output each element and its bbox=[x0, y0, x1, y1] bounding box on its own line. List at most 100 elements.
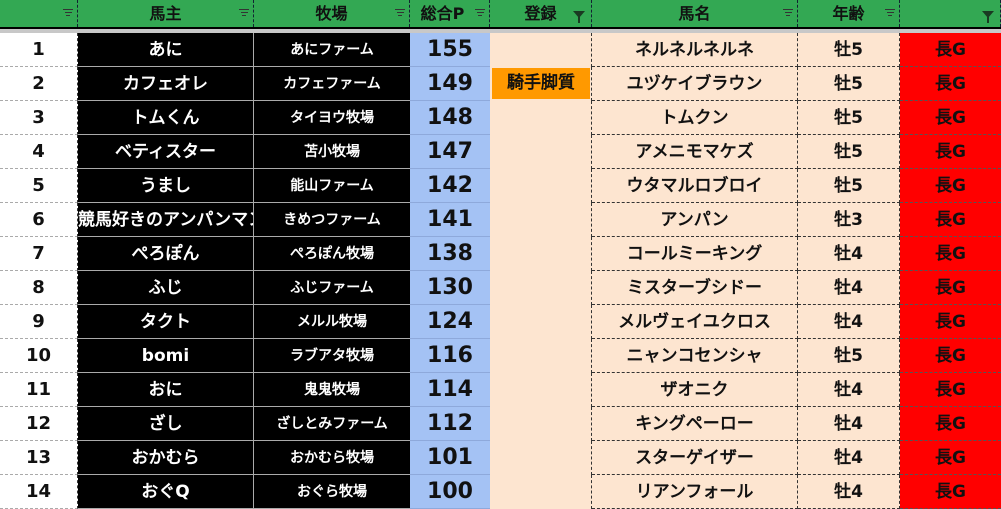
cell-farm[interactable]: あにファーム bbox=[254, 33, 410, 67]
cell-distance[interactable]: 長G bbox=[900, 135, 1001, 169]
cell-rank[interactable]: 3 bbox=[0, 101, 78, 135]
cell-horse-name[interactable]: ザオニク bbox=[592, 373, 798, 407]
cell-distance[interactable]: 長G bbox=[900, 407, 1001, 441]
cell-points[interactable]: 138 bbox=[410, 237, 490, 271]
cell-farm[interactable]: ぺろぽん牧場 bbox=[254, 237, 410, 271]
cell-distance[interactable]: 長G bbox=[900, 339, 1001, 373]
cell-age[interactable]: 牡4 bbox=[798, 305, 900, 339]
cell-age[interactable]: 牡5 bbox=[798, 33, 900, 67]
cell-age[interactable]: 牡4 bbox=[798, 237, 900, 271]
cell-farm[interactable]: メルル牧場 bbox=[254, 305, 410, 339]
cell-owner[interactable]: おかむら bbox=[78, 441, 254, 475]
cell-rank[interactable]: 11 bbox=[0, 373, 78, 407]
cell-owner[interactable]: おぐQ bbox=[78, 475, 254, 509]
cell-points[interactable]: 142 bbox=[410, 169, 490, 203]
cell-farm[interactable]: 苫小牧場 bbox=[254, 135, 410, 169]
cell-age[interactable]: 牡4 bbox=[798, 441, 900, 475]
cell-registration[interactable] bbox=[490, 475, 592, 509]
cell-distance[interactable]: 長G bbox=[900, 373, 1001, 407]
filter-dropdown-icon[interactable] bbox=[63, 9, 73, 17]
cell-farm[interactable]: きめつファーム bbox=[254, 203, 410, 237]
cell-distance[interactable]: 長G bbox=[900, 237, 1001, 271]
cell-points[interactable]: 141 bbox=[410, 203, 490, 237]
cell-registration[interactable] bbox=[490, 203, 592, 237]
cell-distance[interactable]: 長G bbox=[900, 305, 1001, 339]
cell-age[interactable]: 牡4 bbox=[798, 475, 900, 509]
cell-points[interactable]: 100 bbox=[410, 475, 490, 509]
cell-rank[interactable]: 14 bbox=[0, 475, 78, 509]
cell-farm[interactable]: おかむら牧場 bbox=[254, 441, 410, 475]
cell-registration[interactable] bbox=[490, 339, 592, 373]
cell-horse-name[interactable]: アメニモマケズ bbox=[592, 135, 798, 169]
cell-horse-name[interactable]: リアンフォール bbox=[592, 475, 798, 509]
cell-horse-name[interactable]: メルヴェイユクロス bbox=[592, 305, 798, 339]
cell-age[interactable]: 牡5 bbox=[798, 101, 900, 135]
cell-distance[interactable]: 長G bbox=[900, 101, 1001, 135]
cell-rank[interactable]: 7 bbox=[0, 237, 78, 271]
cell-registration[interactable]: 騎手脚質 bbox=[490, 67, 592, 101]
filter-dropdown-icon[interactable] bbox=[783, 9, 793, 17]
cell-points[interactable]: 112 bbox=[410, 407, 490, 441]
cell-distance[interactable]: 長G bbox=[900, 67, 1001, 101]
cell-registration[interactable] bbox=[490, 373, 592, 407]
cell-points[interactable]: 101 bbox=[410, 441, 490, 475]
cell-registration[interactable] bbox=[490, 305, 592, 339]
cell-points[interactable]: 130 bbox=[410, 271, 490, 305]
filter-active-icon[interactable] bbox=[982, 11, 994, 23]
cell-rank[interactable]: 13 bbox=[0, 441, 78, 475]
cell-farm[interactable]: ふじファーム bbox=[254, 271, 410, 305]
cell-farm[interactable]: タイヨウ牧場 bbox=[254, 101, 410, 135]
filter-active-icon[interactable] bbox=[573, 11, 585, 23]
cell-points[interactable]: 149 bbox=[410, 67, 490, 101]
cell-distance[interactable]: 長G bbox=[900, 203, 1001, 237]
cell-owner[interactable]: ふじ bbox=[78, 271, 254, 305]
cell-horse-name[interactable]: ニャンコセンシャ bbox=[592, 339, 798, 373]
cell-registration[interactable] bbox=[490, 237, 592, 271]
cell-owner[interactable]: 競馬好きのアンパンマン bbox=[78, 203, 254, 237]
column-header-distance[interactable] bbox=[900, 0, 1001, 27]
cell-rank[interactable]: 1 bbox=[0, 33, 78, 67]
cell-registration[interactable] bbox=[490, 169, 592, 203]
cell-rank[interactable]: 4 bbox=[0, 135, 78, 169]
cell-registration[interactable] bbox=[490, 407, 592, 441]
cell-registration[interactable] bbox=[490, 33, 592, 67]
filter-dropdown-icon[interactable] bbox=[885, 9, 895, 17]
column-header-age[interactable]: 年齢 bbox=[798, 0, 900, 27]
cell-distance[interactable]: 長G bbox=[900, 271, 1001, 305]
cell-age[interactable]: 牡5 bbox=[798, 67, 900, 101]
cell-rank[interactable]: 10 bbox=[0, 339, 78, 373]
cell-points[interactable]: 124 bbox=[410, 305, 490, 339]
cell-farm[interactable]: 能山ファーム bbox=[254, 169, 410, 203]
cell-owner[interactable]: bomi bbox=[78, 339, 254, 373]
cell-farm[interactable]: ざしとみファーム bbox=[254, 407, 410, 441]
cell-age[interactable]: 牡5 bbox=[798, 135, 900, 169]
cell-rank[interactable]: 8 bbox=[0, 271, 78, 305]
filter-dropdown-icon[interactable] bbox=[239, 9, 249, 17]
cell-horse-name[interactable]: ミスターブシドー bbox=[592, 271, 798, 305]
cell-farm[interactable]: 鬼鬼牧場 bbox=[254, 373, 410, 407]
column-header-horse-name[interactable]: 馬名 bbox=[592, 0, 798, 27]
cell-points[interactable]: 147 bbox=[410, 135, 490, 169]
cell-horse-name[interactable]: ネルネルネルネ bbox=[592, 33, 798, 67]
cell-horse-name[interactable]: トムクン bbox=[592, 101, 798, 135]
cell-distance[interactable]: 長G bbox=[900, 475, 1001, 509]
cell-points[interactable]: 148 bbox=[410, 101, 490, 135]
cell-registration[interactable] bbox=[490, 135, 592, 169]
cell-horse-name[interactable]: アンパン bbox=[592, 203, 798, 237]
cell-horse-name[interactable]: コールミーキング bbox=[592, 237, 798, 271]
cell-horse-name[interactable]: ユヅケイブラウン bbox=[592, 67, 798, 101]
filter-dropdown-icon[interactable] bbox=[395, 9, 405, 17]
cell-age[interactable]: 牡4 bbox=[798, 271, 900, 305]
cell-age[interactable]: 牡5 bbox=[798, 339, 900, 373]
cell-rank[interactable]: 12 bbox=[0, 407, 78, 441]
cell-age[interactable]: 牡4 bbox=[798, 373, 900, 407]
cell-owner[interactable]: おに bbox=[78, 373, 254, 407]
cell-owner[interactable]: あに bbox=[78, 33, 254, 67]
cell-farm[interactable]: おぐら牧場 bbox=[254, 475, 410, 509]
cell-horse-name[interactable]: キングペーロー bbox=[592, 407, 798, 441]
cell-rank[interactable]: 9 bbox=[0, 305, 78, 339]
cell-horse-name[interactable]: ウタマルロブロイ bbox=[592, 169, 798, 203]
cell-owner[interactable]: ベティスター bbox=[78, 135, 254, 169]
column-header-registration[interactable]: 登録 bbox=[490, 0, 592, 27]
cell-age[interactable]: 牡3 bbox=[798, 203, 900, 237]
